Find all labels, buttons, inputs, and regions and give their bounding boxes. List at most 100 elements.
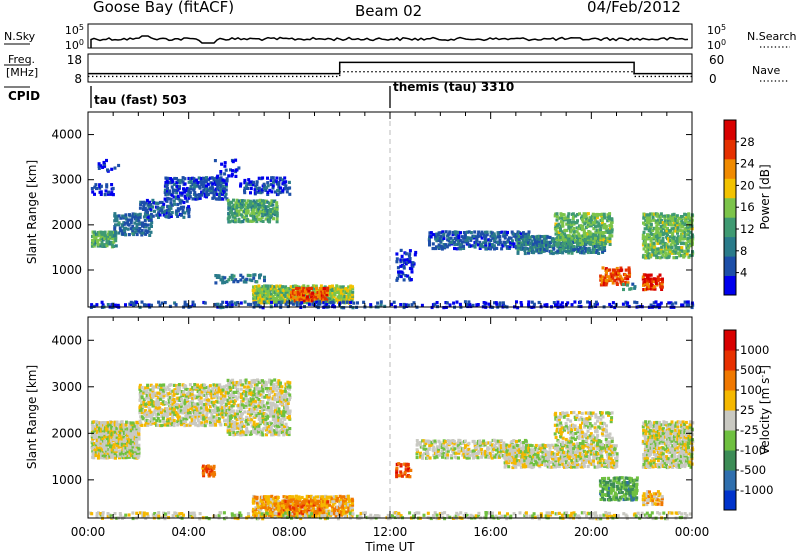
heatmap-cell bbox=[257, 176, 261, 180]
heatmap-cell bbox=[268, 409, 272, 413]
heatmap-cell bbox=[91, 443, 95, 448]
heatmap-cell bbox=[215, 390, 219, 394]
heatmap-cell bbox=[194, 197, 198, 201]
heatmap-cell bbox=[199, 402, 203, 406]
heatmap-cell bbox=[135, 433, 138, 437]
heatmap-cell bbox=[269, 389, 273, 393]
heatmap-cell bbox=[225, 390, 229, 394]
heatmap-cell bbox=[191, 197, 195, 201]
heatmap-cell bbox=[514, 235, 518, 239]
heatmap-cell bbox=[660, 255, 664, 259]
heatmap-cell bbox=[265, 186, 269, 190]
heatmap-cell bbox=[214, 416, 218, 420]
heatmap-cell bbox=[534, 239, 537, 243]
heatmap-cell bbox=[594, 225, 597, 229]
heatmap-cell bbox=[124, 303, 127, 307]
heatmap-cell bbox=[151, 389, 155, 393]
heatmap-cell bbox=[147, 227, 151, 231]
heatmap-cell bbox=[118, 456, 121, 460]
heatmap-cell bbox=[92, 244, 96, 248]
heatmap-cell bbox=[205, 421, 209, 425]
heatmap-cell bbox=[431, 246, 435, 251]
heatmap-cell bbox=[687, 303, 691, 307]
heatmap-cell bbox=[97, 432, 101, 436]
heatmap-cell bbox=[239, 182, 243, 186]
heatmap-cell bbox=[140, 300, 144, 304]
heatmap-cell bbox=[284, 432, 288, 436]
heatmap-cell bbox=[264, 380, 268, 385]
heatmap-cell bbox=[244, 403, 248, 407]
heatmap-cell bbox=[284, 298, 288, 302]
heatmap-cell bbox=[664, 244, 667, 248]
heatmap-cell bbox=[601, 249, 605, 253]
heatmap-cell bbox=[646, 285, 650, 289]
heatmap-cell bbox=[559, 303, 563, 307]
heatmap-cell bbox=[428, 243, 431, 247]
heatmap-cell bbox=[110, 191, 114, 195]
heatmap-cell bbox=[659, 301, 663, 305]
heatmap-cell bbox=[565, 216, 568, 220]
heatmap-cell bbox=[277, 407, 281, 411]
heatmap-cell bbox=[691, 237, 695, 241]
heatmap-cell bbox=[579, 300, 582, 304]
heatmap-cell bbox=[122, 425, 126, 429]
heatmap-cell bbox=[302, 291, 306, 295]
heatmap-cell bbox=[244, 205, 248, 209]
heatmap-cell bbox=[460, 243, 464, 247]
heatmap-cell bbox=[284, 386, 288, 390]
heatmap-cell bbox=[433, 302, 437, 306]
heatmap-cell bbox=[288, 292, 292, 296]
heatmap-cell bbox=[127, 425, 131, 429]
heatmap-cell bbox=[688, 241, 692, 245]
heatmap-cell bbox=[230, 302, 234, 307]
heatmap-cell bbox=[173, 400, 177, 404]
heatmap-cell bbox=[259, 388, 263, 393]
heatmap-cell bbox=[189, 184, 193, 189]
heatmap-cell bbox=[282, 501, 286, 505]
heatmap-cell bbox=[649, 273, 653, 277]
heatmap-cell bbox=[649, 277, 653, 281]
heatmap-cell bbox=[602, 238, 606, 242]
heatmap-cell bbox=[265, 407, 269, 412]
heatmap-cell bbox=[92, 435, 96, 439]
heatmap-cell bbox=[593, 213, 597, 217]
heatmap-cell bbox=[444, 243, 448, 247]
heatmap-cell bbox=[131, 445, 135, 449]
heatmap-cell bbox=[543, 243, 546, 247]
heatmap-cell bbox=[270, 428, 274, 432]
heatmap-cell bbox=[228, 385, 232, 389]
heatmap-cell bbox=[519, 232, 523, 236]
heatmap-cell bbox=[254, 514, 258, 518]
heatmap-cell bbox=[266, 192, 270, 196]
heatmap-cell bbox=[297, 287, 301, 291]
heatmap-cell bbox=[685, 303, 689, 307]
heatmap-cell bbox=[124, 439, 128, 443]
heatmap-cell bbox=[151, 395, 155, 399]
heatmap-cell bbox=[674, 246, 678, 250]
heatmap-cell bbox=[568, 238, 572, 242]
heatmap-cell bbox=[349, 286, 353, 291]
heatmap-cell bbox=[95, 453, 99, 457]
heatmap-cell bbox=[235, 205, 239, 209]
heatmap-cell bbox=[223, 385, 226, 389]
heatmap-cell bbox=[686, 237, 690, 241]
heatmap-cell bbox=[143, 206, 147, 211]
heatmap-cell bbox=[658, 241, 662, 245]
heatmap-cell bbox=[412, 301, 416, 305]
heatmap-cell bbox=[252, 180, 256, 184]
heatmap-cell bbox=[646, 235, 649, 239]
heatmap-cell bbox=[299, 291, 302, 295]
heatmap-cell bbox=[120, 441, 124, 445]
heatmap-cell bbox=[255, 498, 259, 503]
heatmap-cell bbox=[128, 446, 132, 450]
heatmap-cell bbox=[165, 189, 169, 193]
heatmap-cell bbox=[275, 217, 279, 221]
heatmap-cell bbox=[214, 404, 218, 408]
heatmap-cell bbox=[595, 216, 599, 220]
heatmap-cell bbox=[444, 230, 448, 234]
heatmap-cell bbox=[275, 393, 279, 397]
heatmap-cell bbox=[347, 289, 351, 293]
heatmap-cell bbox=[254, 301, 258, 305]
heatmap-cell bbox=[227, 424, 231, 428]
heatmap-cell bbox=[669, 229, 672, 233]
